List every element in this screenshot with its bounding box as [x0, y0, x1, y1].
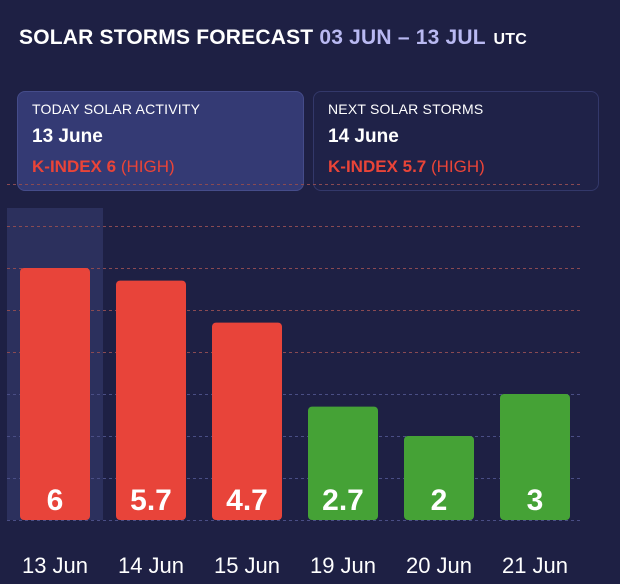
x-tick-label: 19 Jun — [310, 553, 376, 578]
bar-21-jun[interactable] — [500, 394, 570, 520]
bar-value-label: 5.7 — [130, 484, 172, 517]
bar-15-jun[interactable] — [212, 322, 282, 520]
today-kindex-level: (HIGH) — [120, 157, 175, 176]
page-title: SOLAR STORMS FORECAST 03 JUN – 13 JUL UT… — [19, 26, 527, 50]
bar-value-label: 6 — [47, 484, 64, 517]
next-kindex-level: (HIGH) — [430, 157, 485, 176]
next-kindex-value: K-INDEX 5.7 — [328, 157, 427, 176]
timezone-label: UTC — [493, 31, 527, 48]
x-tick-label: 21 Jun — [502, 553, 568, 578]
today-card-label: TODAY SOLAR ACTIVITY — [32, 101, 201, 117]
bar-value-label: 4.7 — [226, 484, 268, 517]
bar-20-jun[interactable] — [404, 436, 474, 520]
x-tick-label: 14 Jun — [118, 553, 184, 578]
bar-value-label: 2 — [431, 484, 448, 517]
bar-19-jun[interactable] — [308, 406, 378, 520]
bar-value-label: 2.7 — [322, 484, 364, 517]
bar-14-jun[interactable] — [116, 280, 186, 520]
next-card-date: 14 June — [328, 126, 399, 147]
next-kindex-line: K-INDEX 5.7 (HIGH) — [328, 157, 584, 177]
title-text: SOLAR STORMS FORECAST — [19, 26, 314, 49]
x-tick-label: 15 Jun — [214, 553, 280, 578]
bar-value-label: 3 — [527, 484, 544, 517]
next-card-label: NEXT SOLAR STORMS — [328, 101, 484, 117]
date-range: 03 JUN – 13 JUL — [319, 26, 486, 49]
next-storms-card[interactable]: NEXT SOLAR STORMS 14 June K-INDEX 5.7 (H… — [313, 91, 599, 191]
today-card-date: 13 June — [32, 126, 103, 147]
today-activity-card[interactable]: TODAY SOLAR ACTIVITY 13 June K-INDEX 6 (… — [17, 91, 304, 191]
x-tick-label: 13 Jun — [22, 553, 88, 578]
today-kindex-line: K-INDEX 6 (HIGH) — [32, 157, 289, 177]
bar-13-jun[interactable] — [20, 268, 90, 520]
today-kindex-value: K-INDEX 6 — [32, 157, 117, 176]
x-tick-label: 20 Jun — [406, 553, 472, 578]
